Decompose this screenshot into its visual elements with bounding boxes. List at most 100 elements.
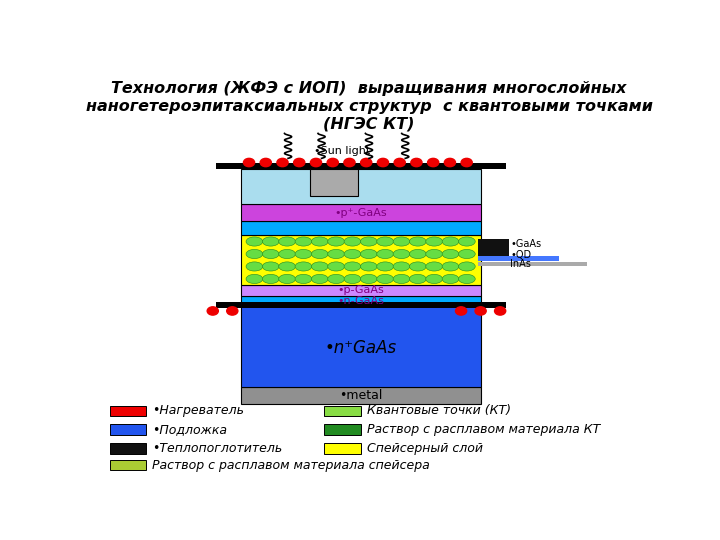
Ellipse shape	[361, 237, 377, 246]
Ellipse shape	[393, 249, 410, 259]
Circle shape	[227, 307, 238, 315]
Text: •GaAs: •GaAs	[510, 239, 541, 249]
Ellipse shape	[262, 274, 279, 284]
Ellipse shape	[426, 237, 443, 246]
Ellipse shape	[459, 249, 475, 259]
Ellipse shape	[344, 274, 361, 284]
Ellipse shape	[459, 274, 475, 284]
Text: •p-GaAs: •p-GaAs	[337, 285, 384, 295]
Text: •metal: •metal	[339, 389, 382, 402]
Ellipse shape	[377, 249, 394, 259]
Ellipse shape	[328, 274, 344, 284]
Ellipse shape	[442, 262, 459, 271]
Ellipse shape	[442, 249, 459, 259]
Ellipse shape	[279, 249, 295, 259]
Bar	[478, 256, 559, 261]
Ellipse shape	[246, 262, 263, 271]
Circle shape	[207, 307, 218, 315]
Text: •n-GaAs: •n-GaAs	[337, 295, 384, 306]
Ellipse shape	[377, 262, 394, 271]
Text: Раствор с расплавом материала КТ: Раствор с расплавом материала КТ	[367, 423, 600, 436]
Bar	[240, 204, 481, 221]
Text: •Нагреватель: •Нагреватель	[153, 404, 245, 417]
Ellipse shape	[328, 262, 344, 271]
Ellipse shape	[361, 262, 377, 271]
Bar	[109, 443, 145, 454]
Ellipse shape	[344, 249, 361, 259]
Bar	[240, 168, 481, 204]
Bar	[310, 168, 358, 196]
Bar	[240, 306, 481, 387]
Text: Спейсерный слой: Спейсерный слой	[367, 442, 483, 455]
Ellipse shape	[361, 274, 377, 284]
Bar	[324, 424, 361, 435]
Circle shape	[377, 158, 389, 167]
Circle shape	[394, 158, 405, 167]
Ellipse shape	[459, 237, 475, 246]
Ellipse shape	[410, 274, 426, 284]
Circle shape	[411, 158, 422, 167]
Ellipse shape	[328, 249, 344, 259]
Bar	[240, 221, 481, 235]
Ellipse shape	[393, 237, 410, 246]
Bar	[240, 235, 481, 285]
Text: Раствор с расплавом материала спейсера: Раствор с расплавом материала спейсера	[153, 458, 431, 471]
Circle shape	[428, 158, 438, 167]
Bar	[324, 406, 361, 416]
Text: Технология (ЖФЭ с ИОП)  выращивания многослойных
наногетероэпитаксиальных структ: Технология (ЖФЭ с ИОП) выращивания много…	[86, 82, 652, 131]
Text: •Подложка: •Подложка	[153, 423, 228, 436]
Ellipse shape	[279, 274, 295, 284]
Ellipse shape	[279, 237, 295, 246]
Ellipse shape	[393, 274, 410, 284]
Ellipse shape	[279, 262, 295, 271]
Ellipse shape	[459, 262, 475, 271]
Text: •n⁺GaAs: •n⁺GaAs	[325, 339, 397, 357]
Bar	[240, 285, 481, 295]
Ellipse shape	[442, 274, 459, 284]
Ellipse shape	[262, 262, 279, 271]
Ellipse shape	[262, 237, 279, 246]
Ellipse shape	[377, 274, 394, 284]
Circle shape	[444, 158, 456, 167]
Ellipse shape	[426, 262, 443, 271]
Text: •Теплопоглотитель: •Теплопоглотитель	[153, 442, 283, 455]
Ellipse shape	[410, 249, 426, 259]
Bar	[478, 262, 587, 266]
Ellipse shape	[312, 249, 328, 259]
Circle shape	[277, 158, 288, 167]
Text: •Sun light: •Sun light	[314, 146, 370, 156]
Text: •p⁺-GaAs: •p⁺-GaAs	[334, 208, 387, 218]
Ellipse shape	[246, 274, 263, 284]
Circle shape	[243, 158, 255, 167]
Text: Квантовые точки (КТ): Квантовые точки (КТ)	[367, 404, 511, 417]
Bar	[215, 302, 505, 308]
Bar	[478, 239, 508, 256]
Bar	[240, 387, 481, 404]
Circle shape	[461, 158, 472, 167]
Ellipse shape	[442, 237, 459, 246]
Bar	[215, 163, 505, 168]
Ellipse shape	[312, 274, 328, 284]
Ellipse shape	[410, 262, 426, 271]
Ellipse shape	[377, 237, 394, 246]
Ellipse shape	[426, 274, 443, 284]
Bar	[109, 424, 145, 435]
Circle shape	[260, 158, 271, 167]
Ellipse shape	[312, 262, 328, 271]
Ellipse shape	[312, 237, 328, 246]
Ellipse shape	[361, 249, 377, 259]
Bar	[109, 460, 145, 470]
Ellipse shape	[410, 237, 426, 246]
Circle shape	[456, 307, 467, 315]
Ellipse shape	[393, 262, 410, 271]
Circle shape	[475, 307, 486, 315]
Circle shape	[495, 307, 505, 315]
Ellipse shape	[295, 249, 312, 259]
Circle shape	[327, 158, 338, 167]
Ellipse shape	[246, 237, 263, 246]
Ellipse shape	[246, 249, 263, 259]
Ellipse shape	[295, 262, 312, 271]
Bar	[109, 406, 145, 416]
Ellipse shape	[344, 262, 361, 271]
Bar	[240, 295, 481, 306]
